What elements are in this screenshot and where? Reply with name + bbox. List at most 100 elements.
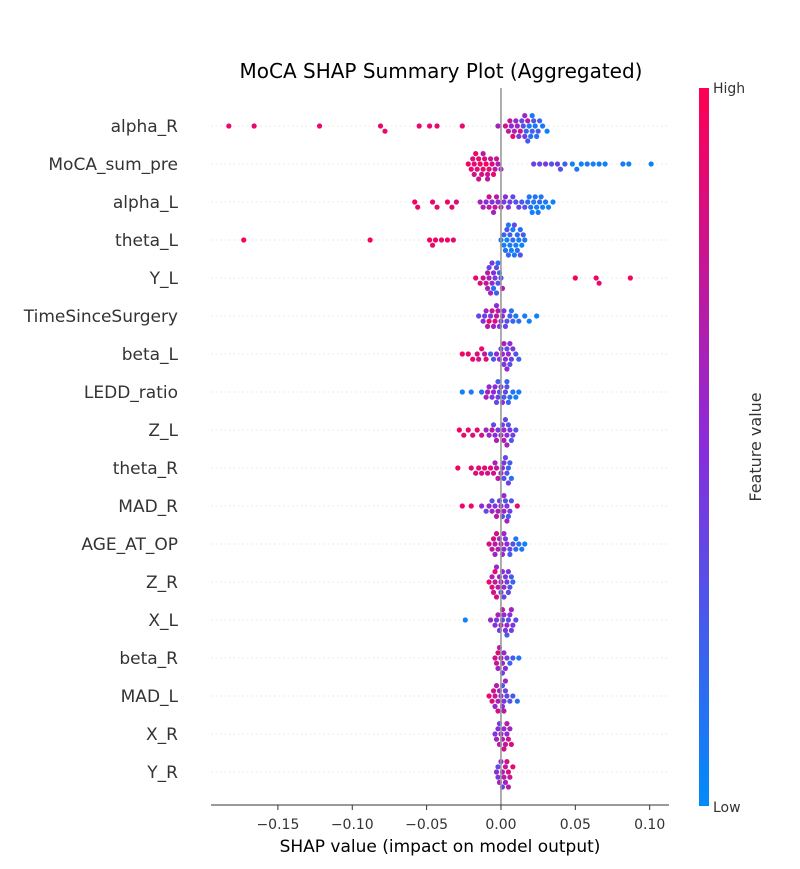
data-point <box>459 503 465 509</box>
data-point <box>450 237 456 243</box>
data-point <box>490 589 497 596</box>
data-point <box>578 161 584 167</box>
data-point <box>482 156 488 162</box>
data-point <box>493 660 500 666</box>
data-point <box>468 166 474 172</box>
data-point <box>517 128 523 134</box>
feature-label: theta_R <box>113 459 178 479</box>
data-point <box>507 199 513 205</box>
data-point <box>513 242 519 248</box>
data-point <box>508 574 514 580</box>
data-point <box>495 726 501 732</box>
data-point <box>542 161 549 167</box>
data-point <box>501 698 507 704</box>
data-point <box>495 665 501 672</box>
data-point <box>529 128 535 134</box>
data-point <box>489 161 495 167</box>
colorbar-low-label: Low <box>713 800 741 816</box>
data-point <box>508 741 514 748</box>
data-point <box>489 394 495 400</box>
data-point <box>522 113 528 119</box>
data-point <box>415 204 421 210</box>
data-point <box>484 389 491 395</box>
data-point <box>504 379 510 385</box>
data-point <box>574 166 580 172</box>
x-tick-label: 0.10 <box>634 817 665 833</box>
data-point <box>493 156 500 162</box>
data-point <box>534 133 540 139</box>
data-point <box>470 356 476 362</box>
data-point <box>495 612 501 618</box>
data-point <box>505 204 511 210</box>
data-point <box>495 546 501 552</box>
data-point <box>474 351 480 357</box>
data-point <box>492 693 498 699</box>
data-point <box>502 455 509 461</box>
data-point <box>493 265 500 271</box>
data-point <box>513 199 519 205</box>
data-point <box>492 503 498 509</box>
data-point <box>483 394 489 400</box>
data-point <box>492 541 498 547</box>
x-tick-label: −0.10 <box>331 817 374 833</box>
feature-label: MoCA_sum_pre <box>48 155 178 175</box>
data-point <box>511 128 517 134</box>
data-point <box>522 237 528 243</box>
data-point <box>516 655 522 661</box>
data-point <box>501 708 507 714</box>
data-point <box>493 617 500 623</box>
data-point <box>429 242 436 248</box>
data-point <box>495 508 501 514</box>
data-point <box>495 280 501 286</box>
data-point <box>534 313 540 319</box>
data-point <box>526 318 532 324</box>
colorbar-title: Feature value <box>746 392 765 501</box>
data-point <box>495 379 501 385</box>
data-point <box>501 427 507 433</box>
data-point <box>495 584 501 590</box>
data-point <box>510 655 516 661</box>
data-point <box>526 194 532 200</box>
data-point <box>508 247 514 253</box>
data-point <box>520 232 526 238</box>
data-point <box>504 721 510 727</box>
data-point <box>507 551 513 558</box>
data-point <box>505 351 511 357</box>
row-gridlines <box>211 125 669 773</box>
data-point <box>382 128 388 134</box>
data-point <box>416 123 422 129</box>
feature-label: Z_L <box>148 421 178 441</box>
data-point <box>501 612 507 618</box>
data-point <box>508 356 514 362</box>
data-point <box>495 308 501 314</box>
data-point <box>492 275 498 281</box>
data-point <box>513 118 519 124</box>
data-point <box>514 503 520 509</box>
feature-label: Y_L <box>149 269 179 289</box>
data-point <box>241 237 247 243</box>
data-point <box>502 741 509 748</box>
data-point <box>504 366 510 372</box>
data-point <box>513 427 519 433</box>
data-point <box>519 546 525 552</box>
data-points <box>226 113 654 790</box>
feature-label: MAD_L <box>121 687 179 707</box>
data-point <box>537 199 543 205</box>
data-point <box>432 237 439 243</box>
data-point <box>502 323 509 329</box>
data-point <box>495 161 501 167</box>
data-point <box>544 128 550 134</box>
data-point <box>479 503 485 509</box>
data-point <box>492 551 498 558</box>
data-point <box>495 764 501 770</box>
data-point <box>489 508 495 514</box>
data-point <box>508 475 514 481</box>
data-point <box>501 394 507 400</box>
data-point <box>462 617 468 623</box>
data-point <box>476 465 482 471</box>
data-point <box>493 437 500 443</box>
data-point <box>490 389 497 395</box>
data-point <box>502 123 509 129</box>
feature-label: X_L <box>148 611 178 631</box>
data-point <box>550 199 556 205</box>
